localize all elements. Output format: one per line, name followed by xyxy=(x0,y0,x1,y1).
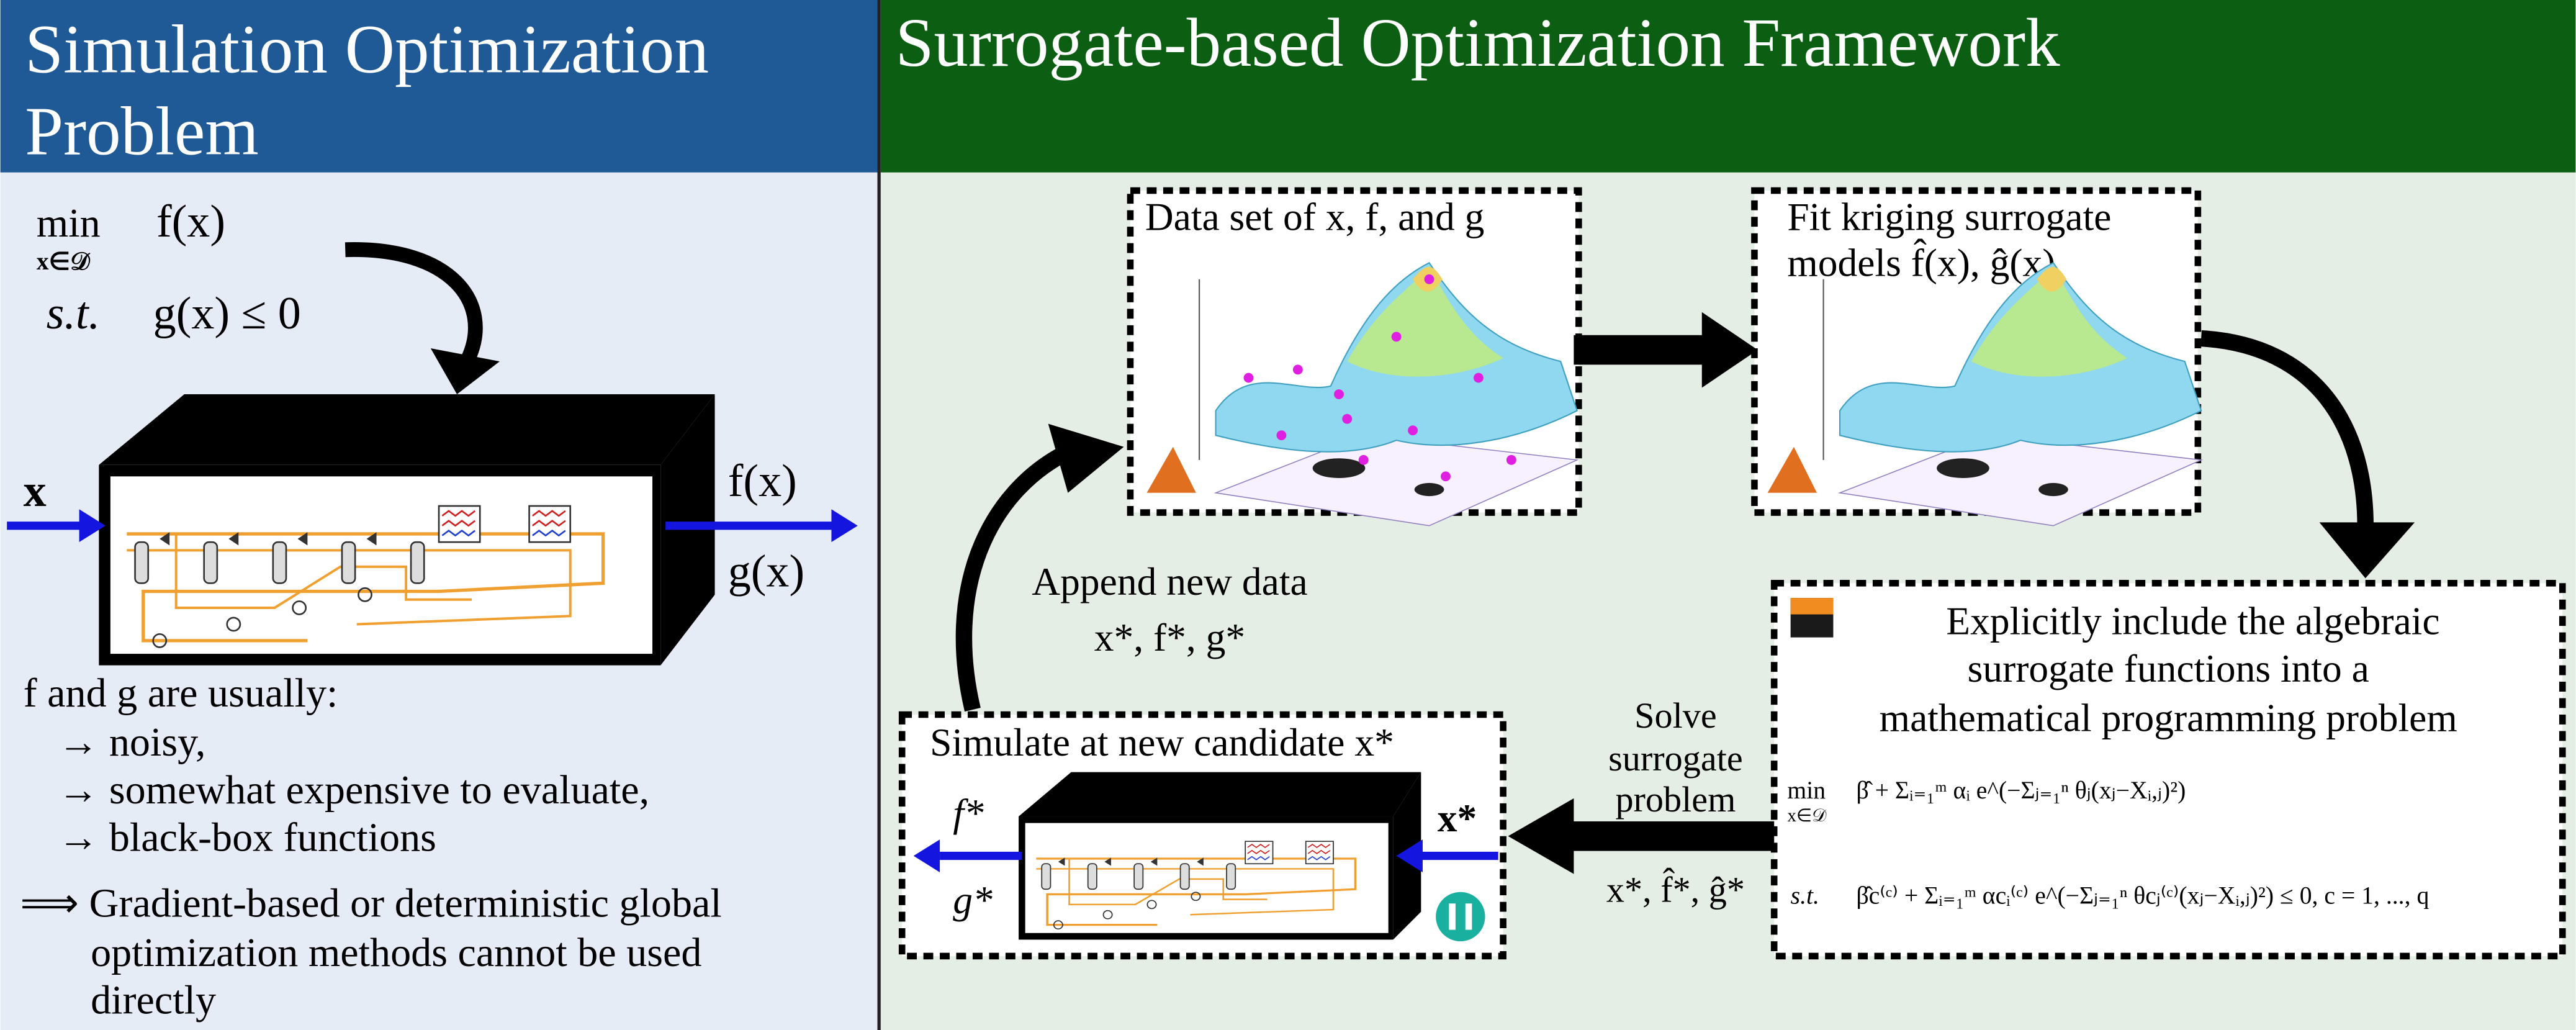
arrow xyxy=(345,242,483,361)
box-title: Data set of x, f, and g xyxy=(1145,194,1485,238)
arrow-head xyxy=(1396,839,1423,872)
arrow-head xyxy=(1701,312,1758,388)
flowsheet xyxy=(1024,821,1390,934)
solver-logo xyxy=(1790,598,1834,615)
note: ⟹ Gradient-based or deterministic global xyxy=(20,880,721,926)
domain: x∈𝒟 xyxy=(1787,806,1827,826)
domain: x∈𝒟 xyxy=(37,248,91,275)
simulator-logo xyxy=(1436,892,1485,942)
output-label: g(x) xyxy=(728,546,804,597)
input-label: x xyxy=(24,466,47,517)
arrow-head xyxy=(1508,798,1574,874)
arrow-head xyxy=(79,509,106,543)
simulator-logo xyxy=(1465,903,1472,930)
arrow xyxy=(955,444,1072,712)
box-title: Explicitly include the algebraic xyxy=(1946,599,2439,643)
arrow-head xyxy=(831,509,858,543)
note: optimization methods cannot be used xyxy=(91,930,701,975)
solve-label: Solve xyxy=(1634,695,1717,736)
min: min xyxy=(37,201,101,246)
box-title: models f̂(x), ĝ(x) xyxy=(1787,238,2055,285)
box-title: surrogate functions into a xyxy=(1968,646,2369,690)
note: → somewhat expensive to evaluate, xyxy=(58,767,649,813)
box-title: Fit kriging surrogate xyxy=(1787,194,2111,238)
min: min xyxy=(1787,777,1826,804)
arrow xyxy=(2200,330,2374,526)
constraint: β̂c⁽ᶜ⁾ + Σᵢ₌₁ᵐ αcᵢ⁽ᶜ⁾ e^(−Σⱼ₌₁ⁿ θcⱼ⁽ᶜ⁾(x… xyxy=(1856,882,2429,909)
output-label: g* xyxy=(953,878,993,922)
output-label: f* xyxy=(953,791,984,835)
simulator-logo xyxy=(1449,903,1456,930)
box-title: Simulate at new candidate x* xyxy=(930,720,1394,764)
objective: β̂ + Σᵢ₌₁ᵐ αᵢ e^(−Σⱼ₌₁ⁿ θⱼ(xⱼ−Xᵢ,ⱼ)²) xyxy=(1856,777,2186,804)
box-top xyxy=(1019,772,1421,817)
solve-label: surrogate xyxy=(1608,738,1743,779)
note: f and g are usually: xyxy=(24,671,338,716)
formulation-box xyxy=(1770,580,2566,960)
box-title: mathematical programming problem xyxy=(1880,695,2457,739)
arrow-head xyxy=(430,348,500,395)
input-label: x* xyxy=(1438,796,1477,840)
arrow xyxy=(1574,335,1706,365)
st: s.t. xyxy=(47,288,100,339)
left-title: Problem xyxy=(25,94,259,170)
right-header xyxy=(880,0,2576,173)
note: → black-box functions xyxy=(58,815,436,861)
objective: f(x) xyxy=(156,196,225,247)
flowsheet xyxy=(110,476,652,654)
matlab-logo xyxy=(1767,446,1817,493)
append-label: Append new data xyxy=(1032,559,1307,603)
constraint: g(x) ≤ 0 xyxy=(153,288,301,339)
solve-label: x*, f̂*, ĝ* xyxy=(1606,867,1745,910)
matlab-logo xyxy=(1146,446,1196,493)
arrow xyxy=(1569,821,1775,851)
right-title: Surrogate-based Optimization Framework xyxy=(896,5,2060,81)
arrow-head xyxy=(913,839,940,872)
solve-label: problem xyxy=(1615,779,1736,820)
append-label: x*, f*, g* xyxy=(1094,615,1245,659)
output-label: f(x) xyxy=(728,456,797,507)
box-top xyxy=(99,394,715,465)
st: s.t. xyxy=(1791,882,1819,909)
note: → noisy, xyxy=(58,720,205,765)
note: directly xyxy=(91,978,216,1023)
left-title: Simulation Optimization xyxy=(25,11,709,88)
arrow-head xyxy=(2319,522,2415,579)
arrow-head xyxy=(1048,423,1124,493)
sample-points xyxy=(1243,274,1516,482)
left-header xyxy=(0,0,878,173)
